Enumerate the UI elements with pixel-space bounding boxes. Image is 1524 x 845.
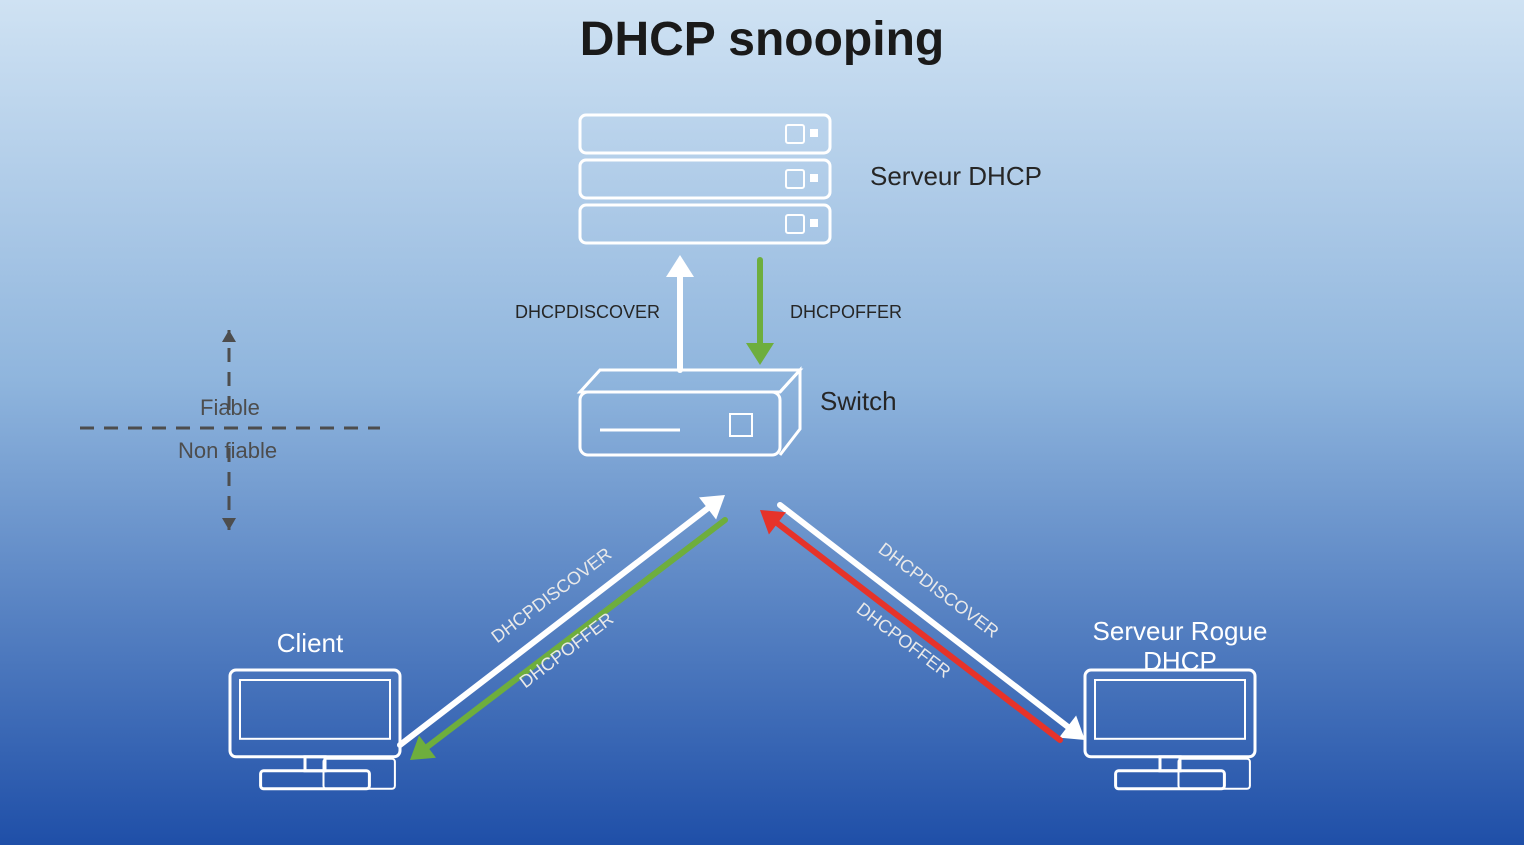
server-led-dot-icon bbox=[810, 174, 818, 182]
legend-label-fiable: Fiable bbox=[200, 395, 260, 420]
client-label: Client bbox=[277, 628, 344, 658]
arrow-label-0: DHCPDISCOVER bbox=[515, 302, 660, 322]
server-label: Serveur DHCP bbox=[870, 161, 1042, 191]
legend-label-nonfiable: Non fiable bbox=[178, 438, 277, 463]
switch-label: Switch bbox=[820, 386, 897, 416]
arrow-label-1: DHCPOFFER bbox=[790, 302, 902, 322]
server-led-dot-icon bbox=[810, 129, 818, 137]
server-led-dot-icon bbox=[810, 219, 818, 227]
diagram-svg: DHCP snoopingDHCPDISCOVERDHCPOFFERDHCPDI… bbox=[0, 0, 1524, 845]
page-title: DHCP snooping bbox=[580, 13, 944, 66]
rogue-label-1: Serveur Rogue bbox=[1093, 616, 1268, 646]
rogue-label-2: DHCP bbox=[1143, 646, 1217, 676]
diagram-stage: DHCP snoopingDHCPDISCOVERDHCPOFFERDHCPDI… bbox=[0, 0, 1524, 845]
